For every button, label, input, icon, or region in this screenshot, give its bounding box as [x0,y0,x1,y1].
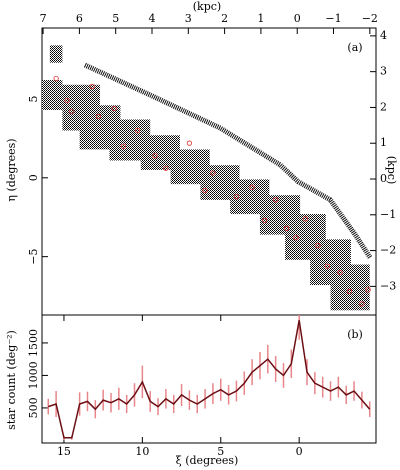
x-tick-label: 5 [217,445,224,458]
x2-tick-label: −1 [325,12,341,25]
y2-tick-label: −1 [380,208,396,221]
point [233,194,240,200]
point [53,75,59,82]
y-tick-label: 5 [27,95,40,102]
point [302,216,309,222]
star-field [49,45,63,63]
point [324,263,330,269]
y2-axis-label: (kpc) [385,156,398,184]
star-field [42,80,63,110]
point [202,187,208,194]
point [163,165,169,171]
y-tick-label: 500 [27,397,40,418]
panel-b-frame [41,314,377,444]
point [111,105,117,112]
y2-tick-label: −3 [380,279,396,292]
point [135,127,141,134]
point [365,287,371,293]
x2-tick-label: 2 [221,12,228,25]
panel-label: (a) [347,41,362,54]
y-tick-label: −5 [27,249,40,265]
x-axis-label: ξ (degrees) [176,454,239,467]
x-tick-label: 15 [57,445,71,458]
point [359,301,365,307]
y-tick-label: 1500 [27,329,40,357]
x2-tick-label: −2 [362,12,378,25]
point [186,140,192,146]
point [210,170,216,176]
point [69,108,75,115]
point [293,235,299,241]
point [89,83,95,89]
y2-tick-label: 2 [380,100,387,113]
x2-tick-label: 6 [76,12,83,25]
panel-label: (b) [347,328,363,341]
point [249,184,255,190]
point [284,225,290,231]
y2-tick-label: 4 [380,29,387,42]
point [95,113,102,119]
y2-tick-label: 3 [380,65,387,78]
point [64,97,70,104]
point [273,197,279,203]
x2-tick-label: 3 [185,12,192,25]
stream [83,62,373,259]
star-field [330,264,370,311]
y2-tick-label: −2 [380,244,396,257]
x2-axis-label: (kpc) [193,0,221,13]
x2-tick-label: 4 [149,12,156,25]
point [120,143,127,149]
y-axis-label: star count (deg⁻²) [5,330,18,430]
y2-tick-label: 1 [380,136,387,149]
x-tick-label: 0 [296,445,303,458]
line [48,320,371,439]
y2-tick-label: 0 [380,172,387,185]
y-tick-label: 1000 [27,361,40,389]
point [346,288,352,294]
x2-tick-label: 0 [294,12,301,25]
point [315,243,321,249]
point [262,217,268,223]
x2-tick-label: 5 [112,12,119,25]
x-tick-label: 10 [135,445,149,458]
x2-tick-label: 1 [257,12,264,25]
y-axis-label: η (degrees) [5,138,18,201]
y-tick-label: 0 [27,174,40,181]
point [337,269,343,276]
point [152,153,158,159]
x2-tick-label: 7 [40,12,47,25]
